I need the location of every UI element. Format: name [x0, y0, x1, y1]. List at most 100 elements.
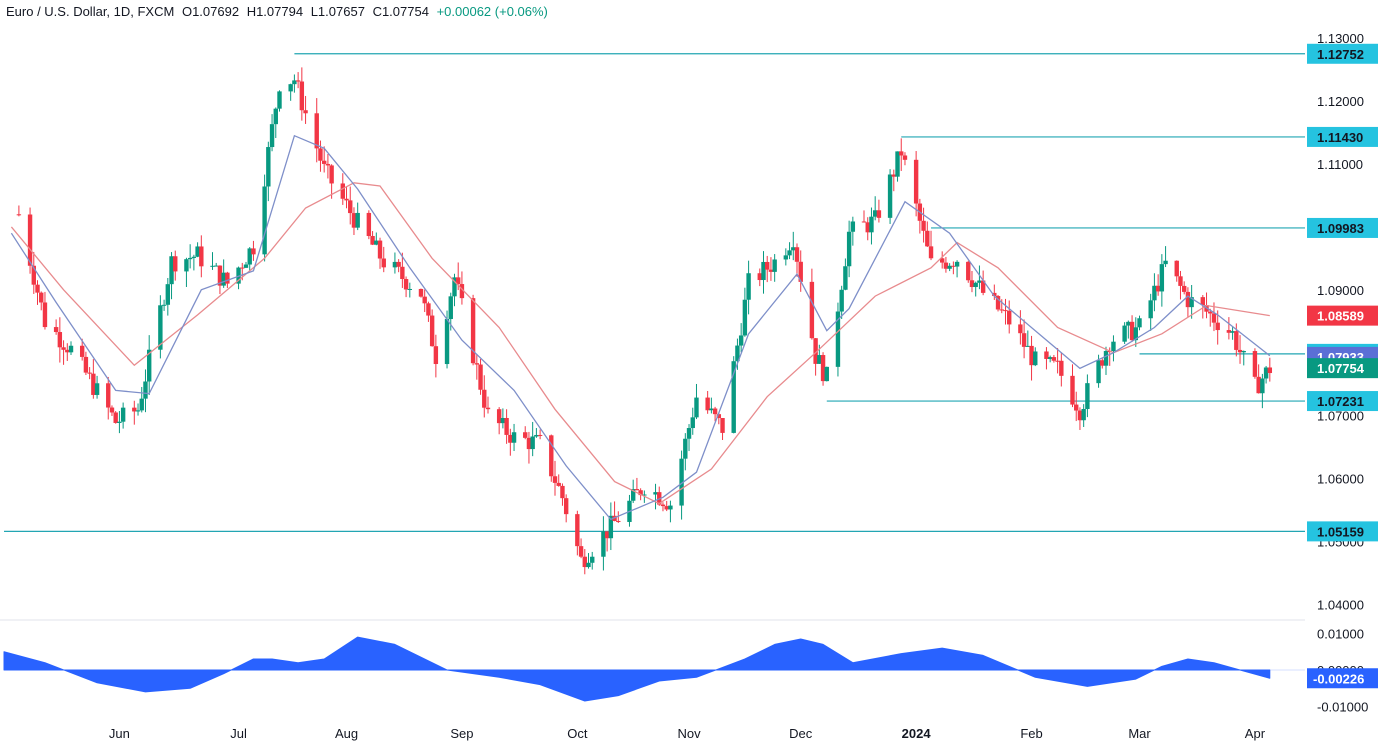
candle-body — [843, 266, 848, 290]
candle-body — [560, 485, 565, 499]
x-tick-label: Oct — [567, 726, 588, 741]
candle-body — [1081, 409, 1086, 421]
oscillator-area — [3, 636, 1271, 702]
candle-body — [980, 280, 986, 293]
candle-body — [236, 267, 241, 284]
osc-y-tick-label: -0.01000 — [1317, 700, 1368, 715]
candle-body — [318, 148, 323, 161]
candle-body — [824, 366, 829, 382]
candle-body — [135, 410, 141, 412]
moving-average-lines — [10, 134, 1271, 521]
open-value: O1.07692 — [181, 4, 240, 19]
candle-body — [578, 546, 584, 557]
candle-body — [1256, 376, 1261, 394]
candle-body — [1215, 322, 1220, 331]
candle-body — [217, 265, 223, 286]
candle-body — [1230, 331, 1235, 333]
x-tick-label: Feb — [1020, 726, 1042, 741]
candle-body — [1059, 360, 1064, 376]
candle-body — [820, 355, 826, 382]
candle-body — [247, 248, 252, 265]
candle-body — [303, 110, 308, 114]
candle-body — [1155, 285, 1161, 292]
candle-body — [1211, 313, 1217, 323]
candle-body — [1100, 360, 1105, 366]
candle-body — [165, 284, 171, 305]
candle-body — [582, 556, 587, 568]
candle-body — [381, 258, 386, 268]
candle-body — [1111, 341, 1116, 352]
candle-body — [575, 514, 580, 547]
candle-body — [761, 261, 766, 281]
candle-body — [61, 347, 66, 350]
candle-body — [1077, 410, 1083, 421]
candle-body — [939, 258, 945, 263]
candle-body — [146, 349, 152, 382]
candle-body — [139, 398, 144, 411]
candle-body — [604, 531, 610, 539]
candle-body — [869, 216, 874, 233]
candle-body — [273, 108, 278, 125]
candle-body — [835, 311, 841, 367]
candle-body — [638, 490, 643, 496]
candle-body — [31, 265, 36, 285]
candle-body — [195, 246, 200, 257]
candle-body — [757, 273, 762, 281]
candle-body — [221, 272, 226, 286]
candle-body — [403, 279, 409, 290]
candle-body — [27, 214, 33, 266]
candle-body — [642, 494, 647, 496]
candle-body — [1181, 285, 1187, 292]
candle-body — [913, 159, 919, 204]
candle-body — [534, 434, 539, 437]
candle-body — [1133, 327, 1138, 341]
candle-body — [117, 421, 122, 423]
candle-body — [902, 155, 908, 160]
candle-body — [35, 284, 40, 293]
candle-body — [1122, 325, 1127, 342]
candle-body — [210, 265, 215, 267]
candle-body — [132, 407, 137, 412]
candle-body — [321, 160, 327, 164]
candle-body — [1137, 318, 1142, 328]
candle-body — [288, 84, 293, 92]
candle-body — [1044, 351, 1049, 359]
candle-body — [660, 504, 666, 507]
candle-body — [813, 338, 818, 364]
candle-body — [299, 81, 305, 111]
candle-body — [601, 531, 606, 557]
high-value: H1.07794 — [246, 4, 304, 19]
candle-body — [694, 397, 699, 418]
candle-body — [846, 231, 852, 267]
candle-body — [459, 284, 465, 299]
candle-body — [1103, 350, 1109, 366]
candle-body — [630, 489, 636, 501]
candle-body — [1126, 321, 1131, 326]
candle-body — [1096, 360, 1101, 384]
oscillator-pane — [3, 636, 1305, 702]
candle-body — [712, 408, 718, 415]
candle-body — [225, 272, 230, 284]
candle-body — [508, 434, 513, 443]
candle-body — [1055, 360, 1060, 362]
candle-body — [1070, 375, 1075, 405]
y-tick-label: 1.13000 — [1317, 31, 1364, 46]
candle-body — [500, 417, 506, 424]
candle-body — [418, 288, 424, 297]
osc-y-tick-label: 0.01000 — [1317, 626, 1364, 641]
candle-body — [374, 240, 379, 245]
y-tick-label: 1.12000 — [1317, 94, 1364, 109]
level-badge-label: 1.05159 — [1317, 524, 1364, 539]
candle-body — [872, 210, 878, 217]
candle-body — [921, 220, 926, 231]
candle-body — [400, 266, 405, 280]
candle-body — [191, 256, 197, 258]
candle-body — [1152, 285, 1157, 301]
candle-body — [742, 299, 748, 336]
candle-body — [1174, 260, 1179, 277]
x-tick-label: Sep — [450, 726, 473, 741]
level-badge-bg — [1307, 521, 1378, 542]
candle-body — [850, 221, 856, 232]
candle-body — [746, 273, 751, 300]
